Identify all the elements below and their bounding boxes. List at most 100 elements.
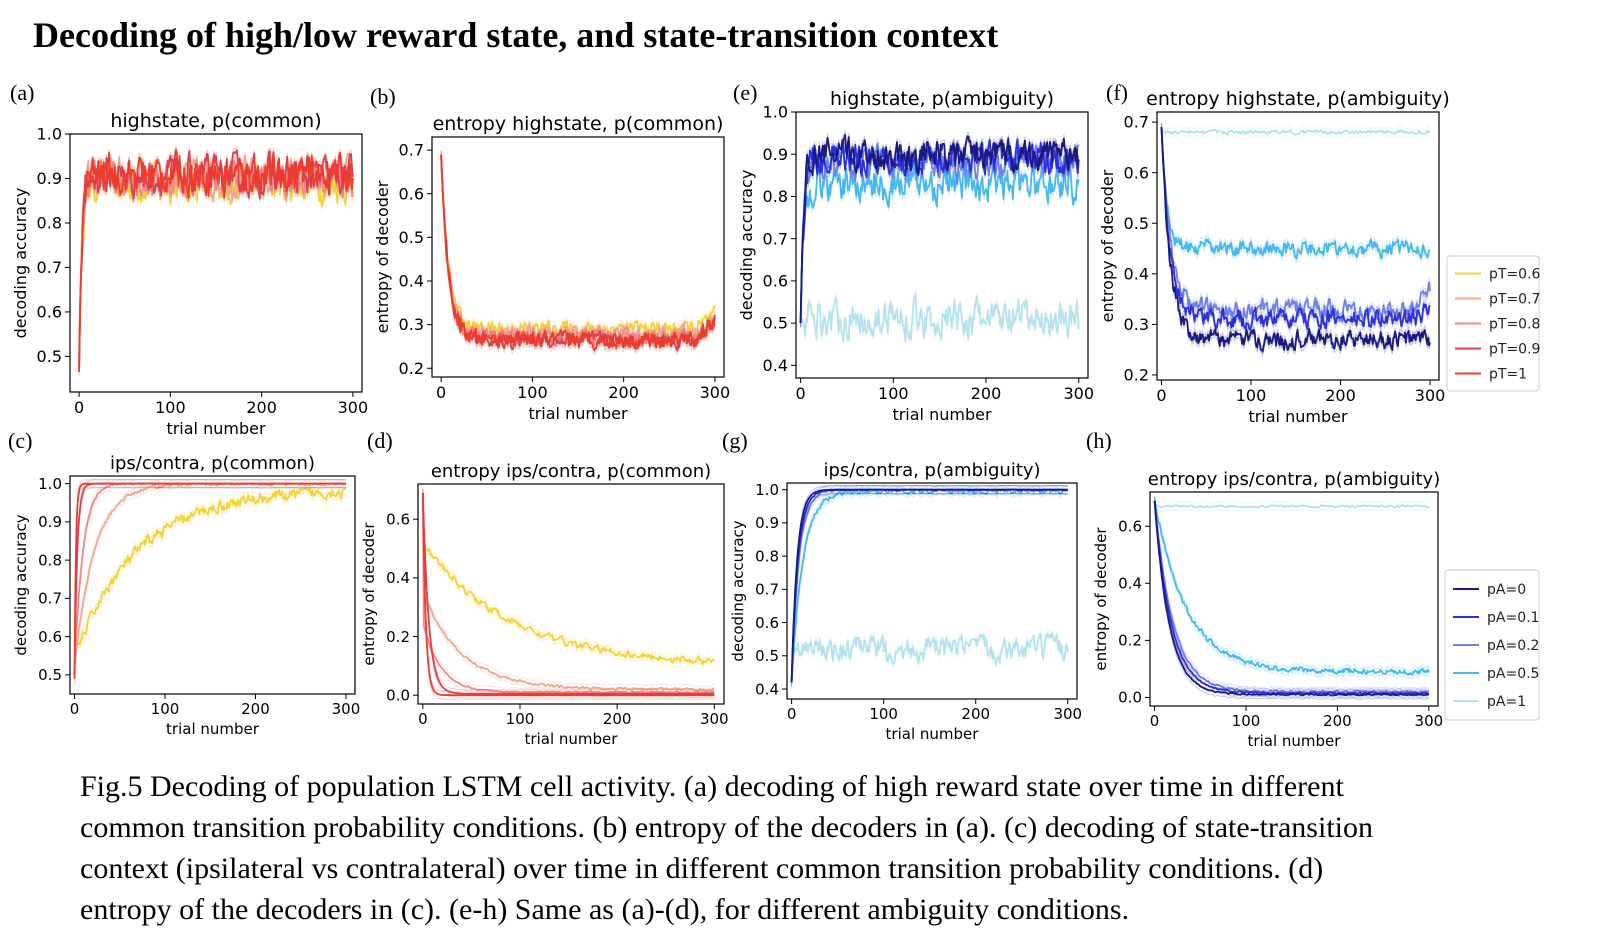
x-tick-label: 100	[869, 705, 898, 723]
y-tick-label: 0.5	[38, 666, 62, 684]
y-tick-label: 0.4	[1118, 575, 1142, 593]
panel-letter-b: (b)	[370, 84, 396, 109]
series-band-lower-5	[74, 487, 346, 683]
x-tick-label: 300	[1415, 386, 1446, 405]
x-tick-label: 100	[506, 710, 535, 728]
chart-title: highstate, p(ambiguity)	[830, 88, 1054, 110]
y-tick-label: 0.5	[763, 314, 788, 333]
x-tick-label: 300	[700, 383, 731, 402]
x-tick-label: 200	[241, 700, 270, 718]
series-band-3	[1161, 123, 1431, 320]
x-tick-label: 0	[796, 384, 806, 403]
series-line-4	[422, 492, 715, 695]
series-band-2	[1154, 496, 1430, 672]
series-line-2	[1160, 127, 1431, 260]
chart-title: entropy highstate, p(ambiguity)	[1146, 88, 1450, 110]
plot-frame	[69, 475, 356, 695]
y-tick-label: 0.7	[755, 581, 779, 599]
plot-frame	[795, 111, 1089, 379]
series-band-2	[440, 150, 716, 342]
x-tick-label: 0	[436, 383, 446, 402]
y-tick-label: 0.9	[38, 513, 62, 531]
y-tick-label: 0.6	[399, 184, 424, 203]
series-band-5	[422, 488, 715, 692]
series-band-lower-4	[1161, 131, 1431, 335]
y-tick-label: 0.7	[399, 141, 424, 160]
y-tick-label: 0.6	[37, 303, 62, 322]
figure-title: Decoding of high/low reward state, and s…	[33, 15, 999, 55]
series-band-4	[440, 150, 716, 349]
y-axis-label: entropy of decoder	[1098, 169, 1117, 322]
caption-line-2: common transition probability conditions…	[80, 811, 1373, 844]
series-band-lower-5	[791, 493, 1068, 687]
panel-letter-a: (a)	[10, 80, 35, 105]
caption-line-3: context (ipsilateral vs contralateral) o…	[80, 852, 1324, 885]
x-tick-label: 0	[787, 705, 797, 723]
y-tick-label: 0.5	[1124, 214, 1149, 233]
x-tick-label: 200	[1325, 386, 1356, 405]
x-tick-label: 200	[1323, 712, 1352, 730]
series-line-1	[440, 154, 716, 340]
x-tick-label: 200	[246, 398, 277, 417]
y-tick-label: 0.6	[386, 510, 410, 528]
y-axis-label: decoding accuracy	[737, 170, 756, 321]
series-line-5	[1160, 127, 1431, 353]
y-tick-label: 0.9	[37, 169, 62, 188]
chart-title: ips/contra, p(common)	[110, 453, 315, 474]
x-axis-label: trial number	[166, 419, 266, 438]
legend-label: pA=0.1	[1487, 610, 1539, 626]
series-line-2	[1153, 500, 1430, 676]
y-tick-label: 0.0	[386, 686, 410, 704]
series-band-3	[74, 478, 347, 671]
y-axis-label: entropy of decoder	[373, 180, 392, 333]
figure-charts: 0 100 200 300 0.5 0.6 0.7 0.8 0.9 1.0 highstate, p…	[11, 88, 1541, 750]
series-band-3	[422, 488, 715, 690]
y-tick-label: 1.0	[38, 475, 62, 493]
x-axis-label: trial number	[892, 405, 992, 424]
y-tick-label: 0.6	[1118, 517, 1142, 535]
x-tick-label: 300	[338, 398, 369, 417]
x-axis-label: trial number	[528, 404, 628, 423]
series-band-lower-2	[1161, 131, 1431, 265]
x-tick-label: 300	[1063, 384, 1094, 403]
series-band-lower-5	[422, 496, 715, 700]
series-band-lower-1	[1154, 507, 1430, 513]
series-band-5	[791, 485, 1068, 679]
series-band-lower-4	[1154, 504, 1429, 699]
chart-title: entropy ips/contra, p(ambiguity)	[1148, 469, 1440, 490]
series-band-3	[440, 150, 716, 345]
y-tick-label: 0.8	[37, 214, 62, 233]
chart-panel-5: 0 100 200 300 0.4 0.5 0.6 0.7 0.8 0.9 1.0 highstate…	[737, 88, 1094, 424]
y-tick-label: 0.7	[763, 229, 788, 248]
y-tick-label: 0.6	[755, 614, 779, 632]
legend-label: pT=0.8	[1489, 317, 1540, 333]
y-tick-label: 0.2	[1118, 632, 1142, 650]
y-tick-label: 0.4	[755, 680, 779, 698]
series-band-lower-3	[74, 486, 347, 679]
y-tick-label: 0.5	[399, 228, 424, 247]
y-tick-label: 0.7	[37, 258, 62, 277]
panel-letter-e: (e)	[733, 80, 758, 105]
series-band-1	[1161, 123, 1431, 132]
y-tick-label: 0.0	[1118, 689, 1142, 707]
x-axis-label: trial number	[1248, 732, 1342, 750]
y-tick-label: 0.9	[763, 145, 788, 164]
x-tick-label: 300	[332, 700, 361, 718]
chart-title: highstate, p(common)	[110, 110, 321, 132]
series-line-5	[73, 482, 346, 679]
y-axis-label: decoding accuracy	[11, 188, 30, 339]
x-axis-label: trial number	[525, 730, 619, 748]
caption-line-1: Fig.5 Decoding of population LSTM cell a…	[80, 770, 1344, 803]
series-line-5	[1153, 500, 1430, 697]
legend-pA: pA=0 pA=0.1 pA=0.2 pA=0.5 pA=1	[1444, 569, 1540, 721]
y-tick-label: 0.2	[1124, 366, 1149, 385]
y-tick-label: 0.5	[755, 647, 779, 665]
series-band-lower-1	[422, 496, 715, 670]
x-axis-label: trial number	[166, 720, 260, 738]
x-tick-label: 0	[74, 398, 84, 417]
y-tick-label: 0.6	[38, 628, 62, 646]
chart-panel-1: 0 100 200 300 0.5 0.6 0.7 0.8 0.9 1.0 highstate, p…	[11, 110, 368, 438]
x-tick-label: 100	[155, 398, 186, 417]
x-tick-label: 200	[603, 710, 632, 728]
y-tick-label: 0.3	[1124, 315, 1149, 334]
